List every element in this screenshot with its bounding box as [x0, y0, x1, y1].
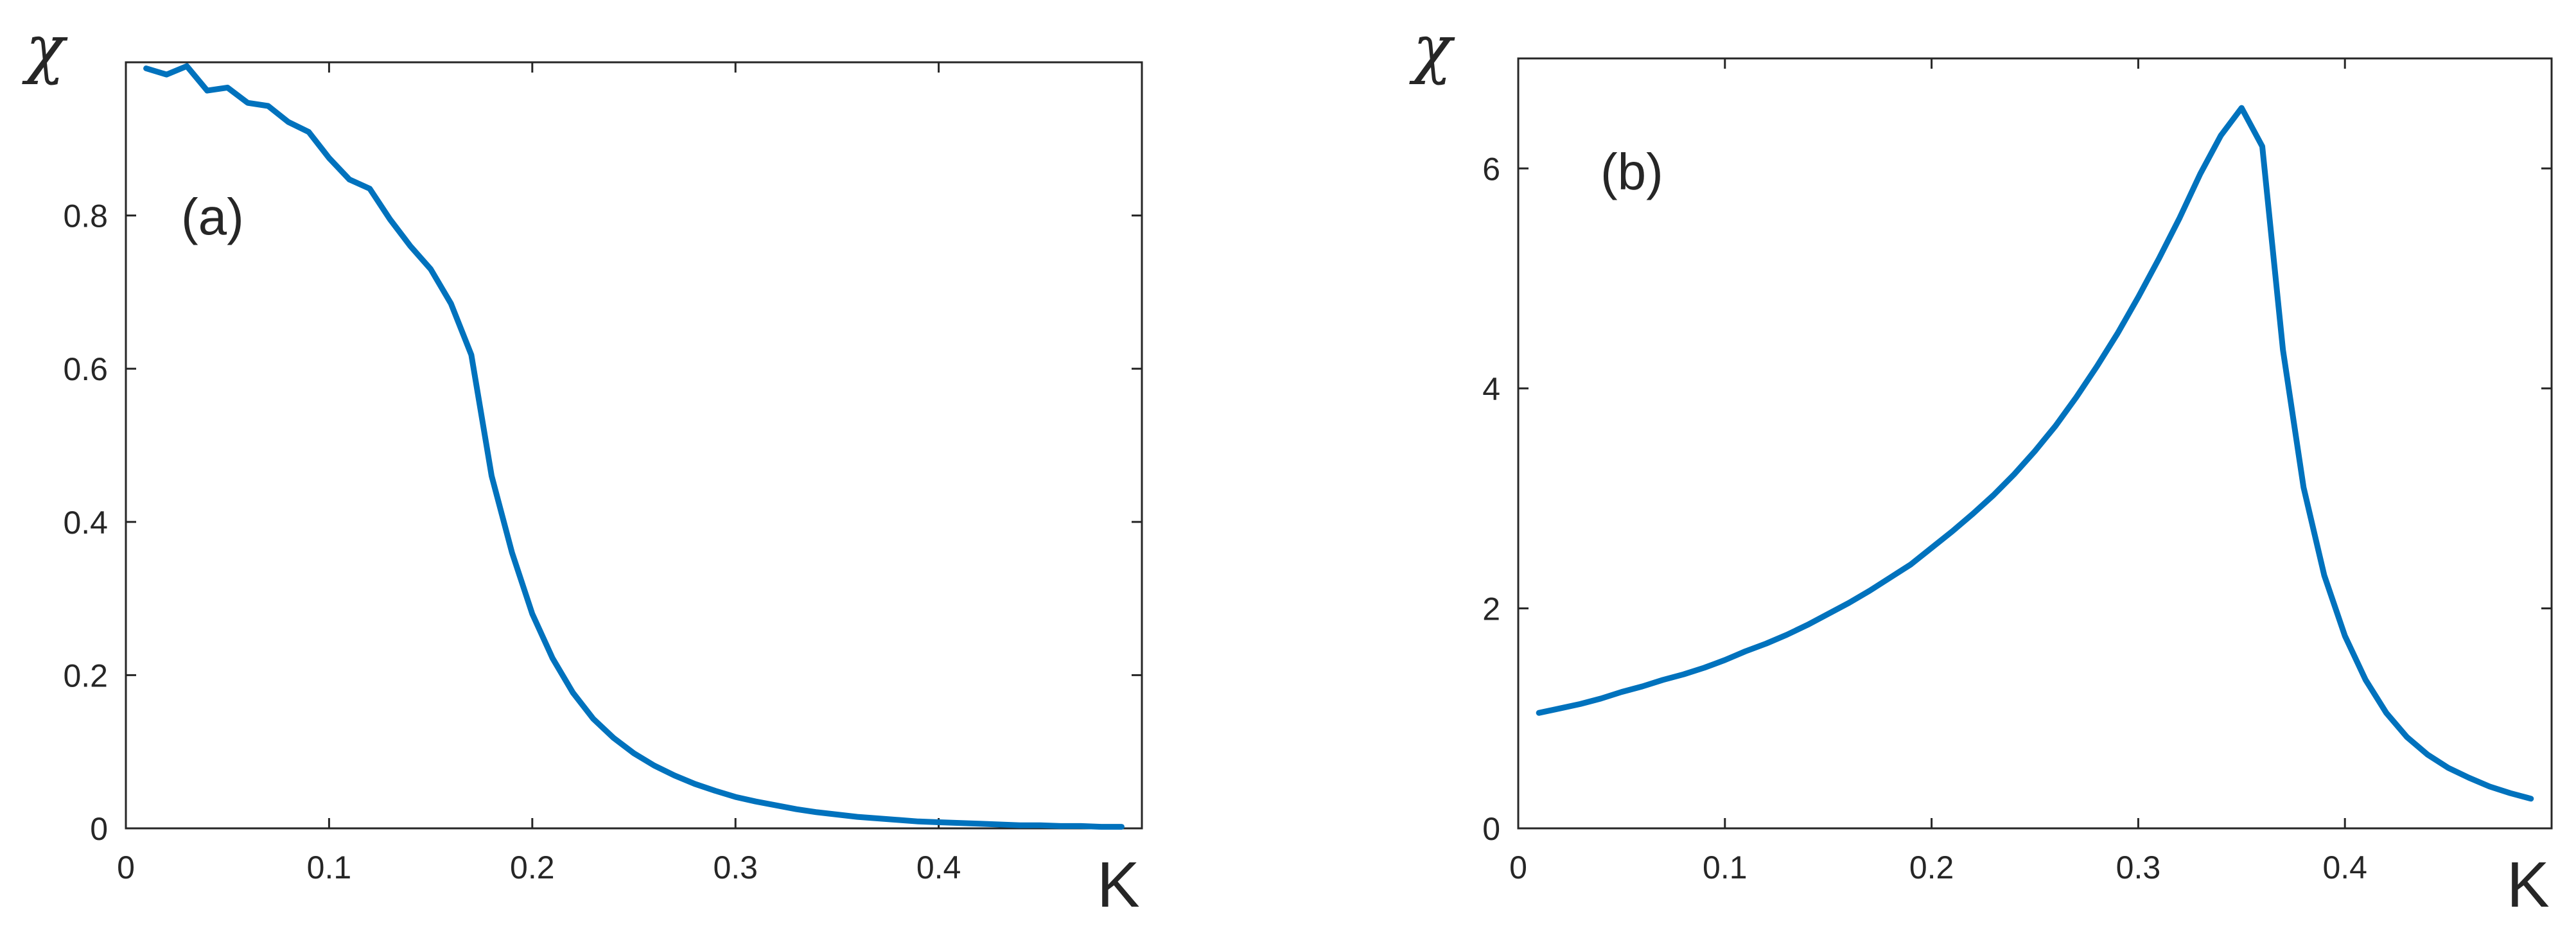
axes-frame-b	[1517, 57, 2553, 830]
y-tick-label-b-3: 6	[1482, 151, 1500, 187]
x-axis-label-a: K	[1097, 849, 1140, 921]
y-tick-labels-a: 0 0.2 0.4 0.6 0.8	[63, 198, 108, 847]
y-tick-label-a-0: 0	[90, 811, 108, 847]
y-tick-label-a-2: 0.4	[63, 505, 108, 541]
x-tick-label-b-1: 0.1	[1703, 850, 1748, 885]
y-tick-label-b-0: 0	[1482, 811, 1500, 847]
x-tick-labels-a: 0 0.1 0.2 0.3 0.4	[117, 850, 961, 885]
y-tick-label-a-1: 0.2	[63, 658, 108, 693]
ticks-b	[1517, 58, 2552, 830]
x-tick-label-a-1: 0.1	[307, 850, 352, 885]
y-tick-label-a-4: 0.8	[63, 198, 108, 234]
x-tick-label-a-3: 0.3	[713, 850, 758, 885]
chart-panel-a: 0 0.1 0.2 0.3 0.4 0 0.2 0.4 0.6 0.8 (a) χ K	[22, 11, 1143, 921]
x-tick-label-b-0: 0	[1509, 850, 1527, 885]
ticks-a	[125, 62, 1142, 830]
y-tick-labels-b: 0 2 4 6	[1482, 151, 1500, 847]
y-tick-label-b-2: 4	[1482, 371, 1500, 407]
y-axis-label-b: χ	[1409, 11, 1455, 86]
x-tick-label-a-2: 0.2	[510, 850, 555, 885]
y-axis-label-a: χ	[22, 11, 68, 86]
y-tick-label-b-1: 2	[1482, 591, 1500, 627]
x-tick-labels-b: 0 0.1 0.2 0.3 0.4	[1509, 850, 2367, 885]
chart-panel-b: 0 0.1 0.2 0.3 0.4 0 2 4 6 (b) χ K	[1409, 11, 2553, 921]
panel-label-b: (b)	[1600, 143, 1663, 200]
panel-label-a: (a)	[181, 188, 244, 245]
series-line-b	[1536, 105, 2534, 802]
series-line-a	[143, 63, 1125, 830]
x-tick-label-a-4: 0.4	[916, 850, 961, 885]
axes-frame-a	[125, 61, 1143, 830]
x-axis-label-b: K	[2507, 849, 2550, 921]
x-tick-label-b-4: 0.4	[2322, 850, 2367, 885]
x-tick-label-a-0: 0	[117, 850, 135, 885]
x-tick-label-b-3: 0.3	[2116, 850, 2161, 885]
y-tick-label-a-3: 0.6	[63, 351, 108, 387]
x-tick-label-b-2: 0.2	[1909, 850, 1954, 885]
